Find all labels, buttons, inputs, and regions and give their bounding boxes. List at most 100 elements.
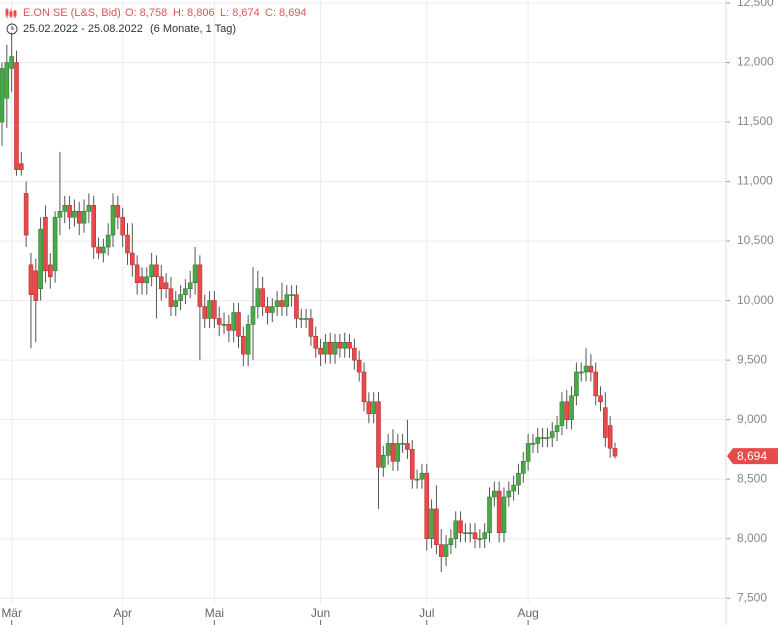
candle-body [67,205,72,218]
icon-stroke [13,10,17,17]
candle-body [105,234,111,248]
candle-body [347,341,352,349]
candle-body [260,288,265,307]
candle-body [284,294,290,307]
candle-body [496,490,502,534]
x-tick-label: Mai [205,606,224,620]
candle-body [501,496,507,534]
candle-body [289,294,294,296]
y-tick-label: 11,000 [737,174,773,188]
candle-body [405,443,410,450]
candle-body [241,336,246,355]
icon-stroke [5,9,9,16]
candle-body [265,306,270,313]
candle-body [173,300,179,307]
last-value-label: 8,694 [737,449,767,463]
candle-body [400,443,405,445]
candle-body [269,306,275,313]
candle-body [463,532,468,535]
candle-body [607,425,613,449]
candle-body [549,431,555,438]
candle-body [250,306,256,325]
period: 25.02.2022 - 25.08.2022 [23,23,143,35]
candle-body [226,324,232,331]
chart-title: E.ON SE (L&S, Bid) [23,7,121,19]
candle-body [472,532,478,539]
candle-body [545,437,550,439]
y-tick-label: 9,500 [737,352,767,366]
candle-body [559,401,565,426]
candle-body [434,508,439,545]
x-tick-label: Jul [419,606,434,620]
candle-body [569,395,574,420]
candle-body [298,318,304,320]
candle-body [294,294,299,319]
candle-body [525,443,531,462]
candle-body [255,288,261,307]
y-tick-label: 8,500 [737,471,767,485]
candle-body [554,425,560,432]
candle-body [72,211,77,218]
candle-body [352,347,357,361]
candle-body [361,371,367,403]
candle-body [76,211,82,224]
period-note: (6 Monate, 1 Tag) [150,23,236,35]
candle-body [91,205,97,248]
candle-body [520,461,526,474]
candle-body [381,455,386,468]
candle-body [603,407,608,438]
candle-body [154,264,159,278]
candle-body [33,270,39,301]
y-tick-label: 10,500 [737,233,774,247]
candle-body [81,211,87,224]
candle-body [120,216,125,236]
candle-body [424,472,430,539]
clock-face [6,23,18,35]
candle-body [212,300,217,319]
candle-body [47,264,53,278]
candle-body [612,448,618,457]
candle-body [535,437,541,444]
candle-body [14,62,19,170]
candle-body [376,401,381,468]
candle-body [574,371,579,397]
candle-body [207,300,212,319]
candle-body [168,288,174,307]
candle-body [101,246,106,254]
y-tick-label: 12,000 [737,55,774,69]
candle-body [578,371,584,374]
candle-body [115,205,121,218]
candle-body [409,449,415,480]
candle-body [395,443,401,462]
y-tick-label: 12,500 [737,0,774,9]
candle-body [453,520,459,539]
x-tick-label: Aug [517,606,538,620]
candle-body [303,318,309,320]
candle-body [366,401,372,414]
candle-body [23,193,29,236]
candle-body [0,68,5,123]
candle-body [540,437,545,439]
ohlc-label: H: 8,806 [173,7,215,19]
clock-hands [11,26,14,30]
candle-body [318,347,323,355]
candle-body [163,282,169,289]
candle-body [19,163,24,170]
candle-body [337,341,343,349]
candle-body [598,395,603,403]
candle-body [183,288,188,295]
candle-body [9,56,14,69]
candle-body [231,312,236,331]
candle-body [467,532,473,535]
y-tick-label: 10,000 [737,293,774,307]
candle-body [130,252,135,266]
candle-body [356,359,362,373]
candle-body [149,264,154,278]
candle-body [187,282,193,289]
candle-body [139,276,145,284]
candle-body [342,341,348,349]
candle-body [38,228,43,289]
candle-body [477,538,483,540]
